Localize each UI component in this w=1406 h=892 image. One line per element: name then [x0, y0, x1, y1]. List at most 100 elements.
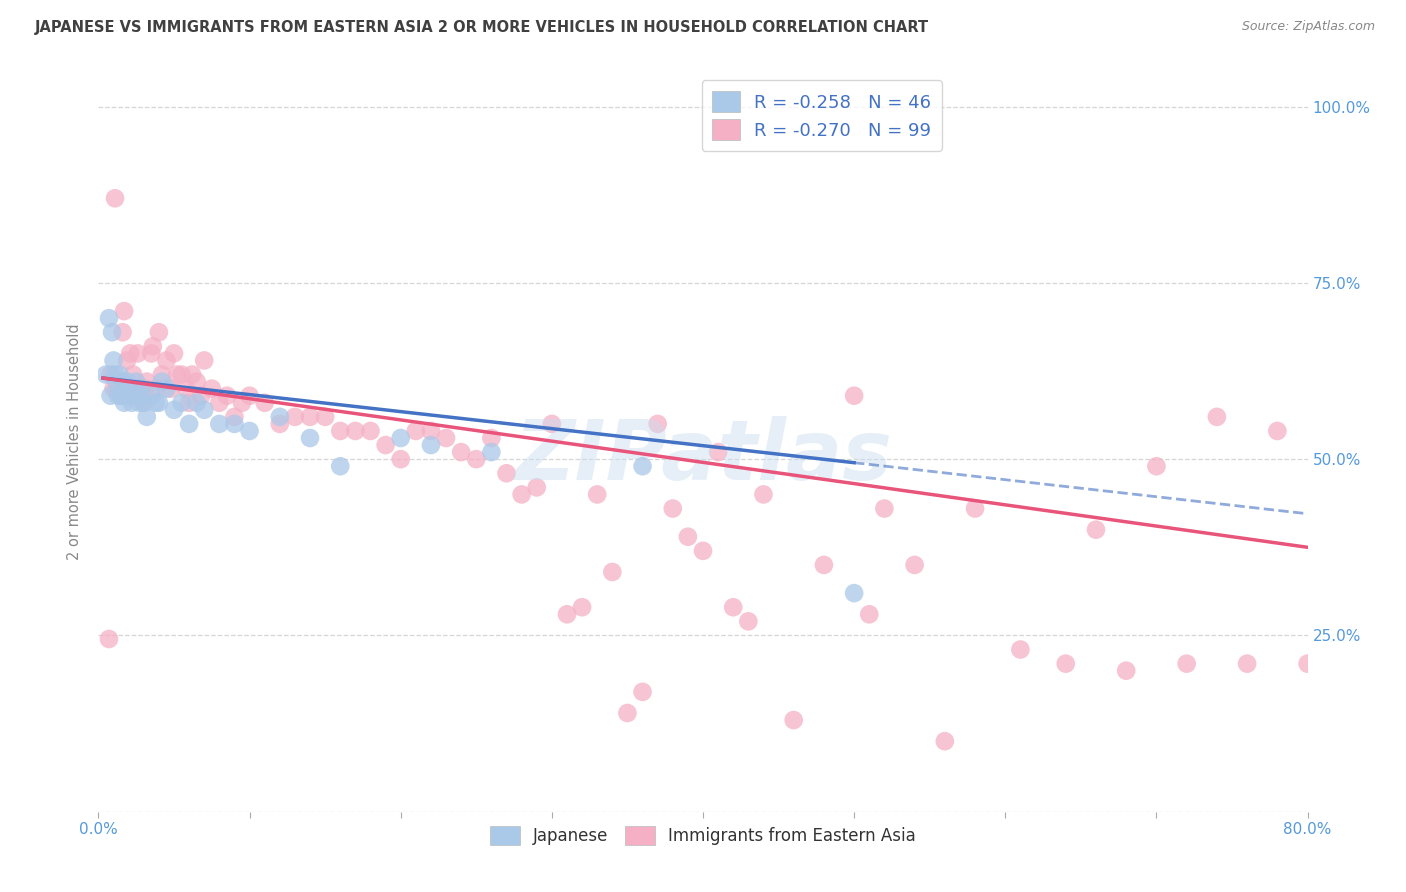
Point	[934, 734, 956, 748]
Point	[1206, 409, 1229, 424]
Point	[253, 396, 276, 410]
Point	[631, 685, 654, 699]
Point	[571, 600, 593, 615]
Text: JAPANESE VS IMMIGRANTS FROM EASTERN ASIA 2 OR MORE VEHICLES IN HOUSEHOLD CORRELA: JAPANESE VS IMMIGRANTS FROM EASTERN ASIA…	[35, 20, 929, 35]
Point	[586, 487, 609, 501]
Point	[193, 402, 215, 417]
Point	[752, 487, 775, 501]
Point	[224, 417, 246, 431]
Point	[179, 417, 201, 431]
Point	[114, 382, 136, 396]
Point	[723, 600, 745, 615]
Point	[112, 396, 135, 410]
Y-axis label: 2 or more Vehicles in Household: 2 or more Vehicles in Household	[67, 323, 83, 560]
Point	[103, 353, 125, 368]
Point	[299, 431, 322, 445]
Text: ZIPatlas: ZIPatlas	[515, 416, 891, 497]
Text: Source: ZipAtlas.com: Source: ZipAtlas.com	[1241, 20, 1375, 33]
Point	[110, 389, 132, 403]
Point	[125, 382, 148, 396]
Point	[201, 382, 224, 396]
Point	[434, 431, 457, 445]
Point	[145, 396, 167, 410]
Point	[495, 467, 517, 481]
Point	[540, 417, 562, 431]
Point	[163, 402, 186, 417]
Point	[163, 346, 186, 360]
Point	[129, 389, 152, 403]
Point	[676, 530, 699, 544]
Point	[555, 607, 578, 622]
Point	[118, 389, 141, 403]
Point	[120, 382, 142, 396]
Point	[166, 368, 188, 382]
Point	[121, 389, 143, 403]
Point	[170, 368, 193, 382]
Point	[329, 424, 352, 438]
Point	[1236, 657, 1258, 671]
Point	[420, 438, 443, 452]
Point	[314, 409, 336, 424]
Point	[904, 558, 927, 572]
Point	[239, 424, 262, 438]
Point	[481, 445, 503, 459]
Point	[103, 382, 125, 396]
Point	[107, 375, 129, 389]
Point	[181, 368, 204, 382]
Point	[1386, 487, 1406, 501]
Point	[374, 438, 396, 452]
Point	[208, 417, 231, 431]
Point	[112, 304, 135, 318]
Point	[602, 565, 624, 579]
Point	[661, 501, 683, 516]
Point	[98, 632, 121, 646]
Point	[135, 409, 157, 424]
Point	[141, 389, 163, 403]
Point	[129, 382, 152, 396]
Point	[186, 396, 208, 410]
Point	[692, 544, 714, 558]
Point	[405, 424, 427, 438]
Point	[1054, 657, 1077, 671]
Point	[1144, 459, 1167, 474]
Point	[647, 417, 669, 431]
Point	[510, 487, 533, 501]
Point	[1357, 452, 1379, 467]
Point	[155, 382, 177, 396]
Point	[965, 501, 987, 516]
Point	[190, 389, 212, 403]
Point	[269, 417, 291, 431]
Point	[844, 389, 866, 403]
Point	[118, 389, 141, 403]
Point	[1267, 424, 1289, 438]
Point	[616, 706, 638, 720]
Point	[186, 375, 208, 389]
Point	[104, 368, 127, 382]
Point	[526, 480, 548, 494]
Point	[128, 396, 150, 410]
Point	[120, 346, 142, 360]
Point	[1327, 649, 1350, 664]
Point	[124, 382, 146, 396]
Point	[104, 191, 127, 205]
Point	[389, 452, 412, 467]
Point	[101, 325, 124, 339]
Point	[783, 713, 806, 727]
Point	[813, 558, 835, 572]
Point	[150, 368, 173, 382]
Point	[231, 396, 253, 410]
Point	[150, 375, 173, 389]
Point	[193, 353, 215, 368]
Point	[481, 431, 503, 445]
Point	[873, 501, 896, 516]
Point	[1010, 642, 1032, 657]
Point	[100, 368, 122, 382]
Point	[844, 586, 866, 600]
Point	[127, 346, 149, 360]
Point	[108, 368, 131, 382]
Point	[631, 459, 654, 474]
Point	[122, 368, 145, 382]
Point	[115, 353, 138, 368]
Point	[142, 339, 165, 353]
Point	[269, 409, 291, 424]
